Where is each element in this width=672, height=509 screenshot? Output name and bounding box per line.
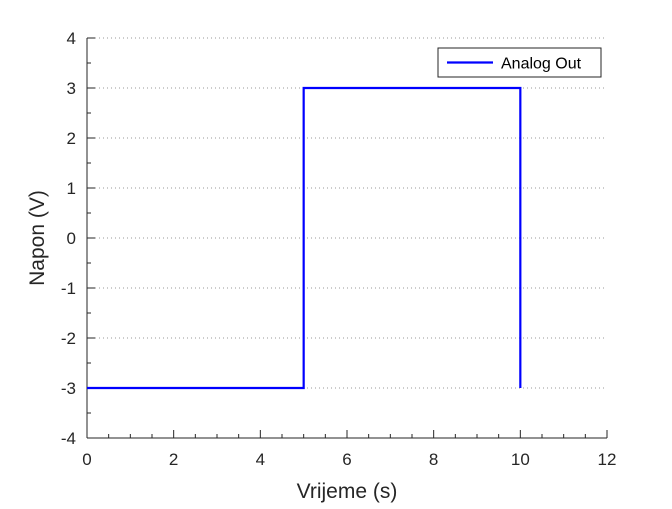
y-tick-label: 2 <box>67 129 76 148</box>
legend: Analog Out <box>437 47 602 78</box>
y-tick-label: -2 <box>61 329 76 348</box>
x-tick-label: 12 <box>598 450 617 469</box>
series-line <box>87 86 522 390</box>
y-axis-label: Napon (V) <box>26 190 49 286</box>
x-axis-label: Vrijeme (s) <box>297 480 398 503</box>
x-tick-label: 6 <box>342 450 351 469</box>
y-tick-label: 3 <box>67 79 76 98</box>
x-tick-label: 10 <box>511 450 530 469</box>
x-tick-label: 0 <box>82 450 91 469</box>
y-tick-label: -1 <box>61 279 76 298</box>
y-tick-label: -3 <box>61 379 76 398</box>
legend-label: Analog Out <box>501 56 582 73</box>
x-tick-label: 2 <box>169 450 178 469</box>
y-tick-label: -4 <box>61 429 76 448</box>
x-tick-label: 4 <box>256 450 265 469</box>
series-layer <box>87 86 522 390</box>
y-tick-label: 4 <box>67 29 76 48</box>
y-tick-label: 0 <box>67 229 76 248</box>
x-tick-label: 8 <box>429 450 438 469</box>
y-tick-label: 1 <box>67 179 76 198</box>
